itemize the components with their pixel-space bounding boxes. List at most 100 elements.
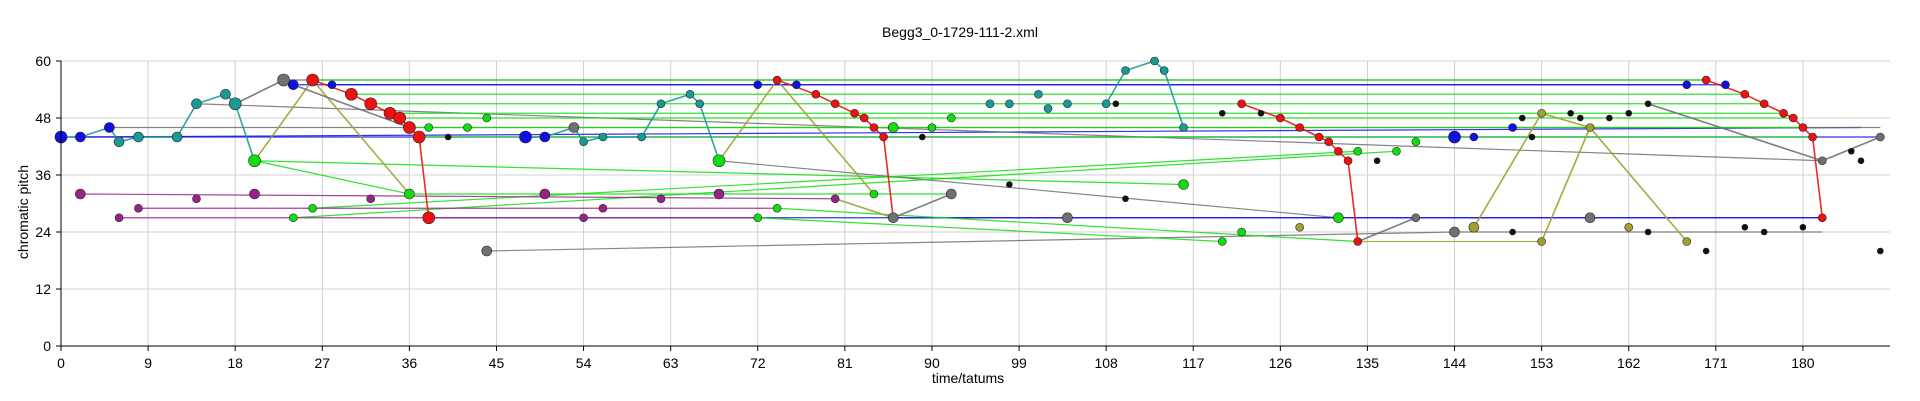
note-point xyxy=(1759,99,1769,109)
note-point xyxy=(1276,113,1285,123)
note-point xyxy=(327,80,337,90)
melody-path xyxy=(525,93,720,162)
note-point xyxy=(927,123,937,132)
note-point xyxy=(1468,221,1480,233)
note-point xyxy=(753,213,763,223)
note-point xyxy=(1537,237,1546,246)
note-point xyxy=(1101,99,1111,109)
note-point xyxy=(579,213,588,223)
edge-line xyxy=(757,217,1223,243)
note-point xyxy=(1333,212,1344,224)
note-point xyxy=(879,132,888,142)
note-point xyxy=(1808,132,1817,142)
x-tick-label: 144 xyxy=(1443,355,1467,371)
axes: 0 9 18 27 36 45 54 63 72 81 90 99 108 117 126 135 144 153… xyxy=(35,53,1890,371)
note-point xyxy=(1006,181,1013,188)
melody-path xyxy=(1473,112,1688,243)
note-point xyxy=(366,194,375,204)
note-point xyxy=(412,130,426,144)
note-point xyxy=(75,188,86,200)
note-point xyxy=(1237,227,1246,237)
note-point xyxy=(1847,147,1855,155)
note-point xyxy=(539,188,551,200)
edge-line xyxy=(254,160,1184,186)
x-tick-label: 126 xyxy=(1269,355,1293,371)
x-tick-label: 180 xyxy=(1791,355,1815,371)
note-point xyxy=(220,88,231,100)
note-point xyxy=(598,203,608,213)
note-point xyxy=(869,189,879,199)
x-tick-label: 45 xyxy=(489,355,505,371)
note-point xyxy=(1509,228,1516,236)
x-tick-label: 108 xyxy=(1094,355,1118,371)
x-tick-label: 72 xyxy=(750,355,766,371)
note-point xyxy=(192,194,201,204)
note-point xyxy=(1799,223,1807,231)
x-tick-label: 36 xyxy=(402,355,418,371)
note-point xyxy=(1179,123,1188,132)
edge-line xyxy=(196,103,1823,162)
note-point xyxy=(695,99,704,109)
note-point xyxy=(1584,212,1596,224)
note-point xyxy=(228,97,242,111)
y-tick-label: 0 xyxy=(43,338,51,354)
note-point xyxy=(985,99,995,109)
note-point xyxy=(887,122,899,133)
x-tick-label: 0 xyxy=(57,355,65,371)
note-point xyxy=(277,73,290,87)
note-point xyxy=(1237,99,1246,109)
note-point xyxy=(1121,66,1130,75)
note-point xyxy=(1585,123,1595,132)
note-point xyxy=(1508,123,1517,132)
note-point xyxy=(1005,99,1014,109)
note-point xyxy=(113,136,125,148)
note-point xyxy=(1702,247,1710,255)
y-tick-label: 12 xyxy=(35,281,51,297)
note-point xyxy=(1644,228,1652,236)
note-point xyxy=(1528,133,1536,141)
note-point xyxy=(772,203,782,213)
note-point xyxy=(1295,123,1304,132)
note-point xyxy=(598,132,608,142)
edge-line xyxy=(718,160,1339,219)
note-point xyxy=(1779,108,1788,118)
x-tick-label: 54 xyxy=(576,355,592,371)
x-axis-title: time/tatums xyxy=(932,370,1004,386)
note-point xyxy=(712,154,726,168)
note-point xyxy=(792,80,801,90)
x-tick-label: 90 xyxy=(924,355,940,371)
melody-path xyxy=(1647,103,1881,162)
y-tick-label: 60 xyxy=(35,53,51,69)
x-tick-label: 9 xyxy=(144,355,152,371)
edge-line xyxy=(80,126,1861,138)
note-point xyxy=(772,75,782,85)
melody-path xyxy=(892,193,952,219)
note-point xyxy=(133,131,144,143)
note-point xyxy=(1817,156,1827,166)
melody-path xyxy=(61,93,256,162)
note-point xyxy=(1324,137,1334,147)
note-point xyxy=(404,188,415,200)
note-point xyxy=(1644,100,1652,108)
note-point xyxy=(1721,80,1730,90)
note-point xyxy=(444,133,452,141)
note-point xyxy=(811,89,821,99)
note-point xyxy=(1112,100,1120,108)
note-point xyxy=(1876,132,1885,142)
note-point xyxy=(134,203,143,213)
x-tick-label: 99 xyxy=(1011,355,1027,371)
note-point xyxy=(656,99,666,109)
melody-path xyxy=(1357,217,1417,243)
note-point xyxy=(568,122,580,133)
edge-line xyxy=(777,207,1358,243)
note-point xyxy=(1798,123,1808,132)
note-point xyxy=(1217,237,1227,246)
note-point xyxy=(114,213,124,223)
note-point xyxy=(1469,132,1479,142)
nodes xyxy=(54,56,1885,257)
note-point xyxy=(1178,179,1189,190)
note-point xyxy=(859,113,869,123)
note-point xyxy=(1353,237,1363,246)
